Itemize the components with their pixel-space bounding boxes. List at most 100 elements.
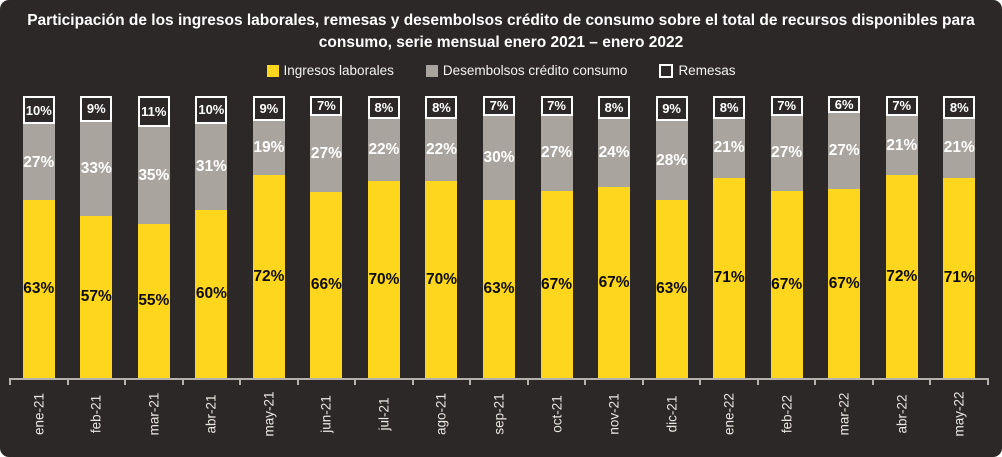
x-axis-tick [296, 378, 299, 385]
segment-ingresos: 60% [195, 210, 228, 378]
x-axis-tick [987, 378, 989, 385]
legend-label: Ingresos laborales [283, 63, 394, 78]
segment-remesas: 8% [367, 96, 400, 119]
segment-desembolsos: 27% [770, 115, 803, 191]
bar-column: 9% 28% 63% [643, 96, 701, 378]
segment-desembolsos: 30% [483, 115, 516, 201]
legend-label: Remesas [678, 63, 736, 78]
legend-item-credito: Desembolsos crédito consumo [425, 63, 628, 78]
segment-desembolsos: 27% [310, 115, 343, 192]
bar-column: 7% 27% 67% [528, 96, 586, 378]
segment-remesas: 10% [22, 96, 55, 125]
segment-remesas: 9% [655, 96, 688, 122]
segment-ingresos: 67% [828, 189, 861, 378]
segment-ingresos: 63% [483, 200, 516, 378]
x-axis-line [10, 378, 988, 380]
x-axis-tick [814, 378, 817, 385]
segment-remesas: 9% [252, 96, 285, 122]
x-axis-tick [354, 378, 357, 385]
segment-remesas: 8% [713, 96, 746, 119]
segment-remesas: 8% [425, 96, 458, 119]
segment-remesas: 10% [195, 96, 228, 124]
x-axis-label: mar-22 [836, 392, 852, 436]
segment-desembolsos: 27% [22, 124, 55, 201]
segment-desembolsos: 21% [943, 118, 976, 178]
segment-ingresos: 63% [655, 200, 688, 378]
bar-column: 7% 30% 63% [470, 96, 528, 378]
segment-remesas: 9% [80, 96, 113, 122]
segment-remesas: 8% [943, 96, 976, 119]
stacked-bar: 7% 27% 67% [540, 96, 573, 378]
segment-ingresos: 67% [598, 187, 631, 378]
x-axis-label: ene-21 [31, 392, 47, 436]
segment-ingresos: 71% [713, 177, 746, 378]
segment-desembolsos: 21% [713, 118, 746, 178]
legend-swatch-gray-icon [425, 64, 438, 77]
segment-remesas: 7% [483, 96, 516, 116]
chart-title: Participación de los ingresos laborales,… [27, 12, 975, 51]
legend-item-remesas: Remesas [659, 63, 735, 78]
bar-column: 9% 19% 72% [240, 96, 298, 378]
segment-desembolsos: 33% [80, 121, 113, 216]
segment-desembolsos: 19% [252, 121, 285, 175]
x-axis-label: dic-21 [664, 395, 680, 433]
bar-column: 6% 27% 67% [815, 96, 873, 378]
x-axis-tick [66, 378, 69, 385]
x-axis-tick [526, 378, 529, 385]
x-axis-label: may-22 [951, 391, 967, 437]
legend-label: Desembolsos crédito consumo [442, 63, 628, 78]
legend-swatch-outline-icon [659, 63, 674, 78]
stacked-bar: 7% 27% 67% [770, 96, 803, 378]
bar-column: 9% 33% 57% [68, 96, 126, 378]
segment-ingresos: 67% [540, 190, 573, 378]
stacked-bar: 8% 21% 71% [713, 96, 746, 378]
segment-remesas: 7% [770, 96, 803, 116]
stacked-bar: 10% 31% 60% [195, 96, 228, 378]
stacked-bar: 10% 27% 63% [22, 96, 55, 378]
stacked-bar: 8% 24% 67% [598, 96, 631, 378]
legend: Ingresos laborales Desembolsos crédito c… [0, 63, 1002, 78]
plot-area: 10% 27% 63% 9% 33% 57% 11% 35% 55% 10% 31% 60% 9% 19%… [10, 96, 988, 378]
bar-column: 11% 35% 55% [125, 96, 183, 378]
x-axis-tick [124, 378, 127, 385]
x-axis-label: may-21 [261, 391, 277, 437]
x-axis-label: mar-21 [146, 392, 162, 436]
bar-column: 7% 21% 72% [873, 96, 931, 378]
x-axis-tick [871, 378, 874, 385]
segment-remesas: 6% [828, 96, 861, 113]
x-axis-label: feb-21 [88, 394, 104, 434]
x-axis-tick [9, 378, 11, 385]
x-axis-label: abr-21 [203, 394, 219, 434]
bar-column: 8% 22% 70% [355, 96, 413, 378]
x-axis-label: ago-21 [433, 392, 449, 436]
segment-ingresos: 70% [367, 180, 400, 378]
segment-desembolsos: 22% [425, 118, 458, 181]
stacked-bar: 9% 28% 63% [655, 96, 688, 378]
x-axis-label: nov-21 [606, 393, 622, 435]
segment-ingresos: 67% [770, 190, 803, 378]
stacked-bar: 9% 19% 72% [252, 96, 285, 378]
x-axis-label: jun-21 [318, 395, 334, 433]
x-axis-tick [181, 378, 184, 385]
bar-column: 7% 27% 67% [758, 96, 816, 378]
segment-desembolsos: 28% [655, 121, 688, 201]
bar-column: 8% 24% 67% [585, 96, 643, 378]
x-axis-tick [641, 378, 644, 385]
segment-ingresos: 70% [425, 180, 458, 378]
x-axis-label: feb-22 [779, 394, 795, 434]
segment-remesas: 7% [310, 96, 343, 116]
legend-item-ingresos: Ingresos laborales [266, 63, 394, 78]
x-axis-label: sep-21 [491, 393, 507, 435]
x-axis-label: jul-21 [376, 397, 392, 431]
x-axis-tick [239, 378, 242, 385]
bar-column: 8% 21% 71% [931, 96, 989, 378]
x-axis-label: abr-22 [894, 394, 910, 434]
segment-remesas: 8% [598, 96, 631, 119]
segment-desembolsos: 35% [137, 126, 170, 225]
x-axis-tick [699, 378, 702, 385]
segment-desembolsos: 21% [885, 115, 918, 175]
stacked-bar: 7% 30% 63% [483, 96, 516, 378]
segment-desembolsos: 31% [195, 123, 228, 211]
bar-column: 10% 31% 60% [183, 96, 241, 378]
